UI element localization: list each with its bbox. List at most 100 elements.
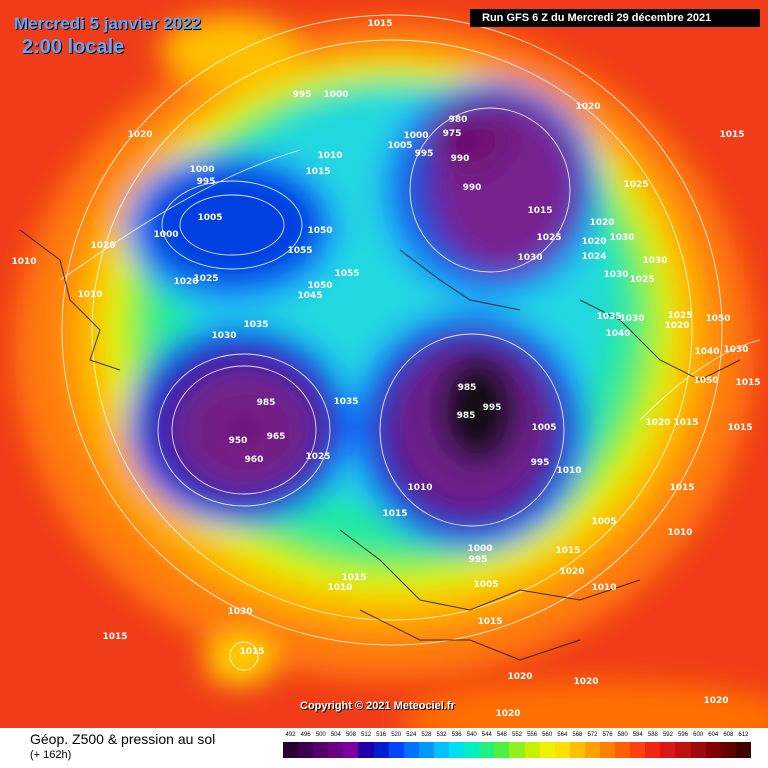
- isobar-label: 1050: [307, 281, 332, 291]
- scale-label: 580: [617, 732, 628, 738]
- isobar-label: 1015: [382, 509, 407, 519]
- isobar-label: 1000: [189, 165, 214, 175]
- forecast-date: Mercredi 5 janvier 2022: [14, 14, 202, 33]
- scale-label: 548: [496, 732, 507, 738]
- scale-swatch: [479, 742, 495, 758]
- scale-bar: [283, 742, 751, 758]
- scale-swatch: [403, 742, 419, 758]
- isobar-label: 1015: [669, 483, 694, 493]
- isobar-label: 1040: [694, 347, 719, 357]
- isobar-label: 1020: [90, 241, 115, 251]
- isobar-label: 1000: [467, 544, 492, 554]
- isobar-label: 1025: [536, 233, 561, 243]
- legend-title: Géop. Z500 & pression au sol: [30, 731, 216, 747]
- scale-label: 508: [345, 732, 356, 738]
- scale-label: 524: [406, 732, 417, 738]
- isobar-label: 975: [443, 129, 462, 139]
- isobar-label: 1015: [102, 632, 127, 642]
- scale-swatch: [433, 742, 450, 758]
- scale-swatch: [705, 742, 721, 758]
- isobar-label: 1010: [556, 466, 581, 476]
- isobar-label: 1010: [591, 583, 616, 593]
- legend-panel: Géop. Z500 & pression au sol (+ 162h) 49…: [0, 728, 768, 768]
- scale-swatch: [675, 742, 691, 758]
- weather-map: 1015 995 1000 1020 1000 995 1010 1015 1005 1000 10…: [0, 0, 768, 728]
- scale-label: 528: [421, 732, 432, 738]
- scale-swatch: [569, 742, 585, 758]
- isobar-label: 1010: [317, 151, 342, 161]
- isobar-label: 1055: [334, 269, 359, 279]
- scale-swatch: [464, 742, 480, 758]
- isobar-label: 1050: [693, 376, 718, 386]
- run-info: Run GFS 6 Z du Mercredi 29 décembre 2021: [470, 9, 760, 27]
- scale-swatch: [720, 742, 736, 758]
- isobar-label: 1015: [341, 573, 366, 583]
- isobar-label: 1020: [573, 677, 598, 687]
- scale-swatch: [645, 742, 661, 758]
- scale-swatch: [584, 742, 600, 758]
- isobar-label: 1015: [305, 167, 330, 177]
- isobar-label: 1050: [705, 314, 730, 324]
- scale-swatch: [690, 742, 706, 758]
- isobar-label: 1000: [153, 230, 178, 240]
- isobar-label: 995: [293, 90, 312, 100]
- scale-label: 560: [542, 732, 553, 738]
- isobar-label: 985: [257, 398, 276, 408]
- scale-label: 592: [662, 732, 673, 738]
- isobar-label: 1015: [239, 647, 264, 657]
- scale-label: 596: [678, 732, 689, 738]
- scale-swatch: [539, 742, 555, 758]
- scale-label: 516: [376, 732, 387, 738]
- isobar-label: 1045: [297, 291, 322, 301]
- scale-swatch: [524, 742, 540, 758]
- scale-label: 552: [511, 732, 523, 738]
- isobar-label: 1020: [173, 277, 198, 287]
- isobar-label: 985: [458, 383, 477, 393]
- isobar-label: 1030: [603, 270, 628, 280]
- scale-swatch: [283, 742, 299, 758]
- scale-swatch: [554, 742, 570, 758]
- copyright: Copyright © 2021 Meteociel.fr: [300, 700, 455, 712]
- isobar-label: 1015: [727, 423, 752, 433]
- scale-label: 504: [330, 732, 341, 738]
- scale-label: 556: [527, 732, 538, 738]
- scale-label: 608: [723, 732, 734, 738]
- isobar-label: 1015: [555, 546, 580, 556]
- isobar-label: 965: [267, 432, 286, 442]
- isobar-label: 1035: [596, 312, 621, 322]
- isobar-label: 1015: [527, 206, 552, 216]
- isobar-label: 1040: [605, 329, 630, 339]
- scale-swatch: [358, 742, 374, 758]
- isobar-label: 1005: [473, 580, 498, 590]
- scale-label: 496: [300, 732, 311, 738]
- scale-swatch: [630, 742, 646, 758]
- scale-label: 536: [451, 732, 462, 738]
- color-scale: 492 496 500 504 508 512 516 520 524 528 532 536 540 5…: [283, 732, 751, 762]
- forecast-time: 2:00 locale: [22, 36, 125, 58]
- isobar-label: 1015: [735, 378, 760, 388]
- scale-label: 576: [602, 732, 613, 738]
- isobar-label: 1005: [387, 141, 412, 151]
- isobar-label: 995: [483, 403, 502, 413]
- scale-label: 500: [315, 732, 326, 738]
- isobar-label: 950: [229, 436, 248, 446]
- scale-swatch: [735, 742, 751, 758]
- isobar-label: 985: [457, 411, 476, 421]
- isobar-label: 995: [197, 177, 216, 187]
- isobar-label: 1015: [477, 617, 502, 627]
- isobar-label: 1010: [11, 257, 36, 267]
- isobar-label: 980: [449, 115, 468, 125]
- isobar-label: 1010: [667, 528, 692, 538]
- isobar-label: 1055: [287, 246, 312, 256]
- isobar-label: 1020: [664, 321, 689, 331]
- scale-swatch: [599, 742, 616, 758]
- isobar-label: 1010: [327, 583, 352, 593]
- isobar-label: 1005: [197, 213, 222, 223]
- isobar-label: 1030: [619, 314, 644, 324]
- scale-label: 540: [466, 732, 477, 738]
- isobar-label: 1020: [703, 696, 728, 706]
- isobar-label: 1025: [667, 311, 692, 321]
- scale-labels: 492 496 500 504 508 512 516 520 524 528 532 536 540 5…: [283, 732, 751, 742]
